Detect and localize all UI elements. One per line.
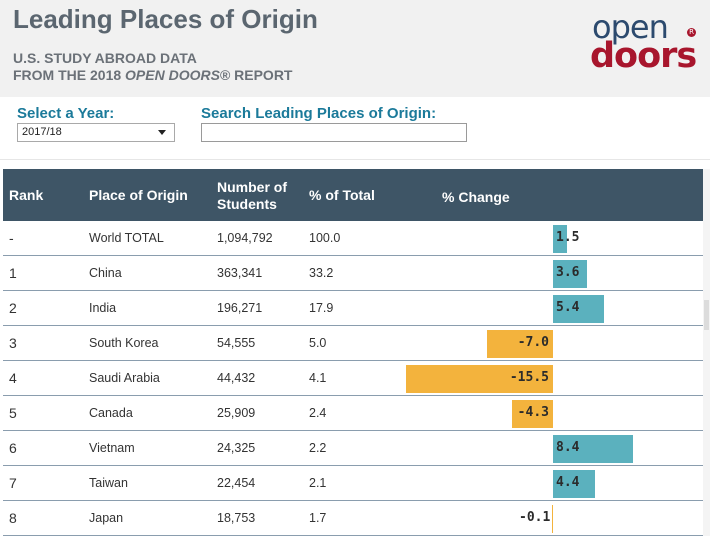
students-cell: 363,341 bbox=[217, 266, 263, 280]
column-header-place[interactable]: Place of Origin bbox=[89, 187, 188, 203]
pct-total-cell: 2.4 bbox=[309, 406, 327, 420]
pct-change-bar bbox=[553, 260, 588, 288]
rank-cell: - bbox=[9, 230, 14, 246]
places-of-origin-table: Rank Place of Origin Number of Students … bbox=[3, 169, 703, 536]
filter-controls: Select a Year: 2017/18 Search Leading Pl… bbox=[0, 97, 710, 160]
place-cell: China bbox=[89, 266, 122, 280]
pct-change-bar bbox=[553, 295, 605, 323]
place-cell: India bbox=[89, 301, 117, 315]
place-cell: Japan bbox=[89, 511, 124, 525]
pct-change-label: -0.1 bbox=[519, 510, 551, 525]
subtitle-suffix: ® REPORT bbox=[219, 67, 293, 83]
table-body: - World TOTAL 1,094,792 100.0 1.5 1 China 363,3… bbox=[3, 221, 703, 536]
column-header-students[interactable]: Number of Students bbox=[217, 179, 287, 213]
table-row[interactable]: 2 India 196,271 17.9 5.4 bbox=[3, 291, 703, 326]
dropdown-arrow-icon[interactable] bbox=[158, 130, 166, 135]
search-label: Search Leading Places of Origin: bbox=[201, 105, 437, 122]
pct-change-label: -7.0 bbox=[517, 335, 549, 350]
pct-change-label: 1.5 bbox=[556, 230, 580, 245]
pct-total-cell: 2.2 bbox=[309, 441, 327, 455]
page-title: Leading Places of Origin bbox=[13, 4, 318, 34]
scrollbar-thumb[interactable] bbox=[704, 300, 709, 330]
pct-change-label: 4.4 bbox=[556, 475, 580, 490]
students-cell: 25,909 bbox=[217, 406, 256, 420]
pct-change-bar bbox=[486, 330, 553, 358]
table-row[interactable]: 5 Canada 25,909 2.4 -4.3 bbox=[3, 396, 703, 431]
subtitle-line-1: U.S. STUDY ABROAD DATA bbox=[13, 50, 197, 66]
page-subtitle: U.S. STUDY ABROAD DATA FROM THE 2018 OPE… bbox=[13, 50, 292, 84]
table-row[interactable]: 1 China 363,341 33.2 3.6 bbox=[3, 256, 703, 291]
pct-total-cell: 33.2 bbox=[309, 266, 334, 280]
pct-total-cell: 5.0 bbox=[309, 336, 327, 350]
place-cell: Canada bbox=[89, 406, 133, 420]
open-doors-logo[interactable]: open R doors bbox=[590, 8, 700, 78]
logo-text-open: open bbox=[592, 8, 669, 46]
scrollbar-track[interactable] bbox=[703, 169, 710, 536]
pct-change-label: 8.4 bbox=[556, 440, 580, 455]
year-select-value: 2017/18 bbox=[22, 126, 62, 138]
students-cell: 22,454 bbox=[217, 476, 256, 490]
subtitle-report-name: OPEN DOORS bbox=[125, 67, 220, 83]
table-row[interactable]: 8 Japan 18,753 1.7 -0.1 bbox=[3, 501, 703, 536]
search-input[interactable] bbox=[201, 123, 467, 142]
table-row[interactable]: 4 Saudi Arabia 44,432 4.1 -15.5 bbox=[3, 361, 703, 396]
place-cell: Saudi Arabia bbox=[89, 371, 160, 385]
column-header-rank[interactable]: Rank bbox=[9, 187, 44, 203]
rank-cell: 1 bbox=[9, 265, 17, 281]
rank-cell: 5 bbox=[9, 405, 17, 421]
table-row[interactable]: 7 Taiwan 22,454 2.1 4.4 bbox=[3, 466, 703, 501]
place-cell: South Korea bbox=[89, 336, 159, 350]
place-cell: Taiwan bbox=[89, 476, 128, 490]
logo-text-doors: doors bbox=[590, 36, 697, 76]
column-header-pct-change[interactable]: % Change bbox=[442, 189, 510, 205]
subtitle-prefix: FROM THE 2018 bbox=[13, 67, 126, 83]
pct-change-label: 3.6 bbox=[556, 265, 580, 280]
pct-change-label: -4.3 bbox=[517, 405, 549, 420]
students-cell: 44,432 bbox=[217, 371, 256, 385]
pct-change-label: 5.4 bbox=[556, 300, 580, 315]
registered-mark-icon: R bbox=[687, 28, 696, 37]
place-cell: Vietnam bbox=[89, 441, 135, 455]
pct-change-bar bbox=[552, 505, 553, 533]
pct-change-bar bbox=[553, 225, 568, 253]
pct-total-cell: 17.9 bbox=[309, 301, 334, 315]
pct-change-bar bbox=[405, 365, 553, 393]
students-cell: 1,094,792 bbox=[217, 231, 273, 245]
pct-change-bar bbox=[553, 435, 633, 463]
rank-cell: 2 bbox=[9, 300, 17, 316]
pct-total-cell: 4.1 bbox=[309, 371, 327, 385]
place-cell: World TOTAL bbox=[89, 231, 164, 245]
students-cell: 18,753 bbox=[217, 511, 256, 525]
pct-change-bar bbox=[512, 400, 553, 428]
students-cell: 54,555 bbox=[217, 336, 256, 350]
rank-cell: 3 bbox=[9, 335, 17, 351]
students-cell: 24,325 bbox=[217, 441, 256, 455]
page-header: Leading Places of Origin U.S. STUDY ABRO… bbox=[0, 0, 710, 97]
pct-total-cell: 1.7 bbox=[309, 511, 327, 525]
rank-cell: 4 bbox=[9, 370, 17, 386]
table-header: Rank Place of Origin Number of Students … bbox=[3, 169, 703, 221]
year-select-label: Select a Year: bbox=[17, 105, 115, 122]
table-row[interactable]: 3 South Korea 54,555 5.0 -7.0 bbox=[3, 326, 703, 361]
column-header-pct-total[interactable]: % of Total bbox=[309, 187, 375, 203]
students-cell: 196,271 bbox=[217, 301, 263, 315]
rank-cell: 8 bbox=[9, 510, 17, 526]
pct-change-label: -15.5 bbox=[509, 370, 549, 385]
rank-cell: 7 bbox=[9, 475, 17, 491]
year-select[interactable]: 2017/18 bbox=[17, 123, 175, 142]
column-header-students-line1: Number of bbox=[217, 179, 287, 195]
table-row[interactable]: - World TOTAL 1,094,792 100.0 1.5 bbox=[3, 221, 703, 256]
rank-cell: 6 bbox=[9, 440, 17, 456]
pct-total-cell: 2.1 bbox=[309, 476, 327, 490]
column-header-students-line2: Students bbox=[217, 196, 277, 212]
subtitle-line-2: FROM THE 2018 OPEN DOORS® REPORT bbox=[13, 67, 292, 84]
table-row[interactable]: 6 Vietnam 24,325 2.2 8.4 bbox=[3, 431, 703, 466]
pct-total-cell: 100.0 bbox=[309, 231, 341, 245]
pct-change-bar bbox=[553, 470, 595, 498]
